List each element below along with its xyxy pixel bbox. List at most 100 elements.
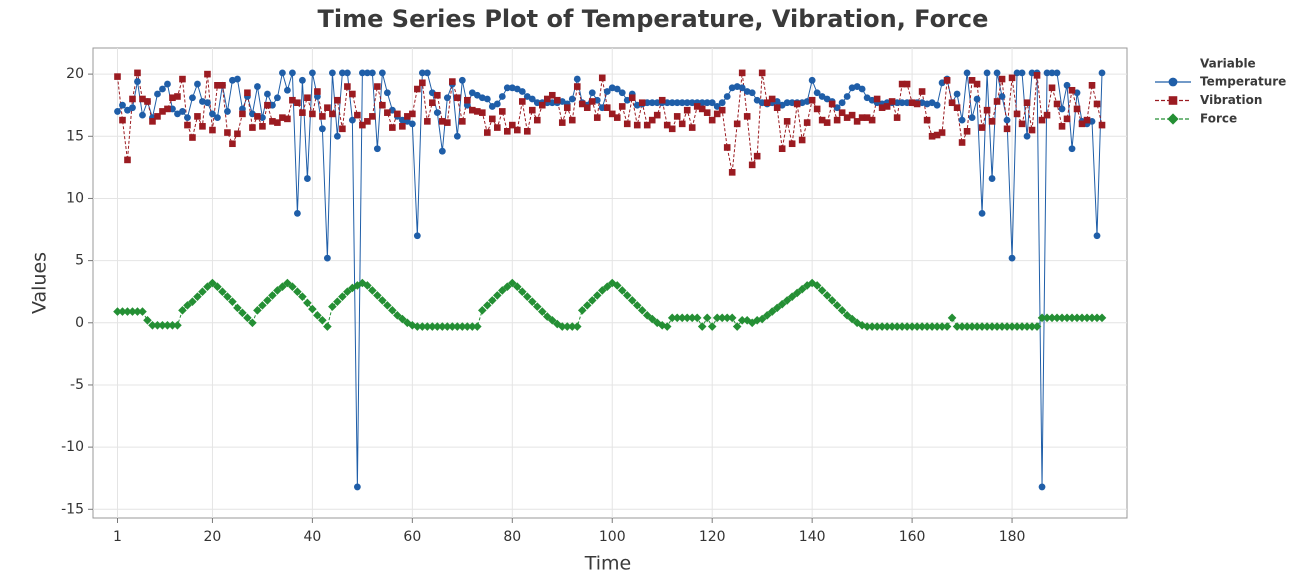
data-point <box>847 314 857 324</box>
data-point <box>858 114 866 121</box>
data-point <box>1068 145 1076 153</box>
data-point <box>532 302 542 311</box>
data-point <box>133 307 142 316</box>
data-point <box>803 119 811 126</box>
data-point <box>333 132 341 140</box>
x-tick-label: 60 <box>403 529 421 545</box>
data-point <box>957 322 967 331</box>
data-point <box>708 99 716 107</box>
data-point <box>168 320 177 330</box>
x-tick-label: 180 <box>999 529 1026 545</box>
data-point <box>1057 313 1067 323</box>
data-point <box>988 118 996 125</box>
data-point <box>378 69 386 77</box>
data-point <box>993 98 1001 105</box>
data-point <box>843 93 851 100</box>
data-point <box>413 322 422 331</box>
data-point <box>878 104 886 111</box>
data-point <box>474 108 481 115</box>
data-point <box>748 161 756 169</box>
data-point <box>877 322 887 331</box>
data-point <box>289 96 296 104</box>
data-point <box>1077 313 1087 323</box>
y-axis-title: Values <box>29 252 51 314</box>
data-point <box>928 132 936 140</box>
data-point <box>707 322 717 331</box>
data-point <box>763 99 771 107</box>
data-point <box>1042 313 1052 323</box>
data-point <box>263 296 272 305</box>
data-point <box>927 322 937 331</box>
data-point <box>687 313 697 323</box>
data-point <box>1072 313 1082 323</box>
data-point <box>527 297 537 306</box>
data-point <box>968 77 976 84</box>
data-point <box>343 69 351 77</box>
data-point <box>308 69 316 77</box>
data-point <box>568 116 576 124</box>
data-point <box>213 282 222 292</box>
y-tick-label: -5 <box>70 377 84 393</box>
data-point <box>154 113 161 120</box>
data-point <box>483 301 492 310</box>
data-point <box>827 296 837 305</box>
data-point <box>588 89 596 97</box>
data-point <box>548 91 556 99</box>
data-point <box>354 111 361 119</box>
data-point <box>953 90 961 98</box>
data-point <box>728 169 736 176</box>
data-point <box>513 126 521 134</box>
data-point <box>1082 313 1092 323</box>
data-point <box>673 99 681 107</box>
data-point <box>434 91 441 99</box>
data-point <box>349 90 356 98</box>
data-point <box>657 320 667 330</box>
data-point <box>783 99 791 107</box>
data-point <box>602 282 612 292</box>
data-point <box>1018 69 1026 77</box>
data-point <box>952 322 962 331</box>
data-point <box>353 281 362 290</box>
data-point <box>648 99 656 107</box>
data-point <box>324 104 331 111</box>
data-point <box>234 75 241 83</box>
x-tick-label: 100 <box>599 529 626 545</box>
data-point <box>647 314 657 324</box>
data-point <box>852 318 862 328</box>
data-point <box>873 95 881 103</box>
data-point <box>658 96 666 104</box>
data-point <box>718 106 726 114</box>
data-point <box>913 100 921 108</box>
data-point <box>667 313 677 323</box>
data-point <box>119 116 126 124</box>
data-point <box>249 124 256 131</box>
data-point <box>832 301 842 310</box>
data-point <box>228 297 237 306</box>
data-point <box>149 118 156 125</box>
data-point <box>318 125 326 133</box>
data-point <box>982 322 992 331</box>
data-point <box>953 104 961 111</box>
data-point <box>992 322 1002 331</box>
data-point <box>943 77 951 84</box>
data-point <box>443 94 451 102</box>
data-point <box>1002 322 1012 331</box>
data-point <box>184 121 191 129</box>
data-point <box>917 322 927 331</box>
data-point <box>264 101 271 109</box>
data-point <box>572 322 582 331</box>
data-point <box>224 108 231 115</box>
y-tick-label: -15 <box>61 501 84 517</box>
data-point <box>1017 322 1027 331</box>
data-point <box>424 118 431 125</box>
data-point <box>587 296 597 305</box>
data-point <box>413 232 421 240</box>
data-point <box>169 94 176 102</box>
data-point <box>458 76 466 84</box>
data-point <box>563 104 571 111</box>
data-point <box>134 78 141 85</box>
data-point <box>203 282 212 292</box>
data-point <box>813 89 821 97</box>
data-point <box>118 307 127 316</box>
